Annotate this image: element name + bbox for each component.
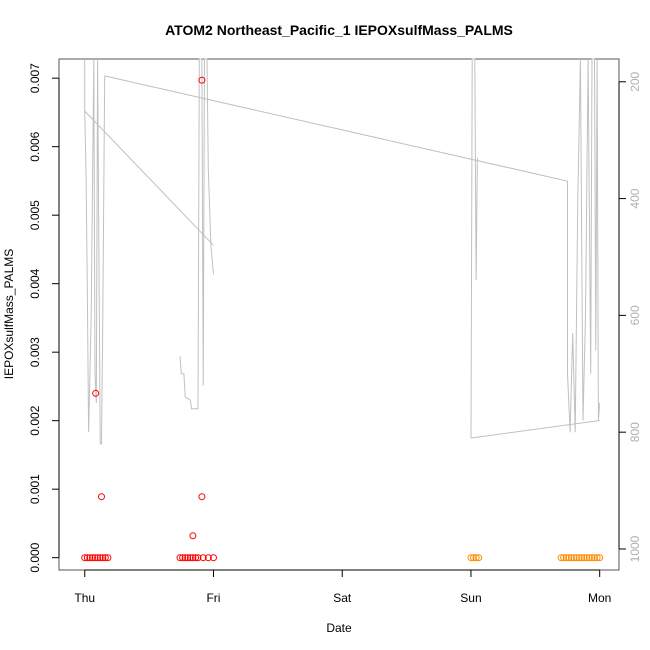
- data-point-1-16: [588, 554, 596, 562]
- data-point-0-18: [192, 554, 199, 562]
- data-point-0-4: [91, 554, 99, 562]
- data-point-0-12: [176, 554, 184, 562]
- x-tick-label-1: Fri: [206, 591, 220, 605]
- y-axis: 0.000 0.001 0.002 0.003 0.004 0.005 0.006 0.007: [28, 63, 60, 573]
- data-point-0-17: [189, 554, 197, 562]
- y-right-tick-label-4: 1000: [628, 535, 642, 562]
- y-tick-label-3: 0.003: [28, 337, 42, 367]
- data-point-1-12: [578, 554, 586, 562]
- x-tick-label-2: Sat: [333, 591, 352, 605]
- altitude-line-segment-1: [84, 110, 214, 246]
- y-axis-right: 200 400 600 800 1000: [618, 71, 642, 562]
- data-point-1-5: [560, 554, 568, 562]
- y-tick-label-5: 0.005: [28, 200, 42, 230]
- y-tick-label-7: 0.007: [28, 63, 42, 93]
- altitude-line-segment-5: [470, 420, 600, 439]
- altitude-line-layer: [84, 58, 601, 445]
- data-point-1-10: [573, 554, 580, 562]
- data-point-0-10: [92, 389, 100, 397]
- data-point-0-2: [86, 554, 94, 562]
- data-point-0-13: [179, 554, 187, 562]
- y-right-tick-label-2: 600: [628, 305, 642, 325]
- altitude-line-segment-0: [84, 58, 106, 445]
- x-tick-label-3: Sun: [460, 591, 481, 605]
- data-point-0-0: [81, 554, 89, 562]
- data-point-1-17: [591, 554, 598, 562]
- data-point-1-9: [570, 554, 578, 562]
- x-axis: Thu Fri Sat Sun Mon: [74, 569, 611, 605]
- y-tick-label-2: 0.002: [28, 405, 42, 435]
- data-point-0-15: [184, 554, 192, 562]
- y-right-tick-label-3: 800: [628, 422, 642, 442]
- data-point-0-9: [104, 554, 112, 562]
- y-right-tick-label-0: 200: [628, 71, 642, 91]
- y-axis-label: IEPOXsulfMass_PALMS: [2, 249, 16, 380]
- data-point-0-5: [94, 554, 102, 562]
- data-point-1-14: [583, 554, 591, 562]
- x-tick-label-4: Mon: [588, 591, 611, 605]
- data-point-1-19: [596, 554, 604, 562]
- data-point-0-11: [98, 493, 105, 501]
- data-point-0-21: [204, 554, 212, 562]
- x-axis-label: Date: [326, 621, 352, 635]
- data-point-1-7: [565, 554, 573, 562]
- altitude-line-segment-2: [104, 58, 601, 433]
- y-tick-label-6: 0.006: [28, 131, 42, 161]
- data-point-1-2: [472, 554, 480, 562]
- data-point-0-16: [186, 554, 194, 562]
- data-point-0-19: [194, 554, 202, 562]
- data-points-layer: [81, 76, 604, 562]
- y-tick-label-4: 0.004: [28, 268, 42, 298]
- data-point-0-22: [210, 554, 217, 562]
- data-point-1-3: [475, 554, 483, 562]
- data-point-0-24: [198, 493, 206, 501]
- y-tick-label-1: 0.001: [28, 474, 42, 504]
- data-point-0-20: [199, 554, 207, 562]
- chart-title: ATOM2 Northeast_Pacific_1 IEPOXsulfMass_…: [165, 22, 513, 38]
- data-point-0-25: [198, 76, 206, 84]
- data-point-1-6: [562, 554, 570, 562]
- data-point-1-15: [585, 554, 593, 562]
- data-point-0-14: [181, 554, 189, 562]
- data-point-1-4: [557, 554, 565, 562]
- data-point-0-8: [101, 554, 109, 562]
- data-point-0-7: [99, 554, 107, 562]
- data-point-1-11: [575, 554, 583, 562]
- data-point-0-23: [189, 532, 197, 540]
- data-point-0-3: [89, 554, 96, 562]
- data-point-1-0: [467, 554, 475, 562]
- data-point-1-8: [567, 554, 575, 562]
- altitude-line-segment-4: [470, 58, 478, 439]
- y-right-tick-label-1: 400: [628, 188, 642, 208]
- data-point-1-1: [470, 554, 477, 562]
- altitude-line-segment-3: [179, 58, 214, 410]
- data-point-0-6: [96, 554, 104, 562]
- x-tick-label-0: Thu: [74, 591, 95, 605]
- data-point-1-13: [580, 554, 588, 562]
- data-point-0-1: [83, 554, 91, 562]
- y-tick-label-0: 0.000: [28, 542, 42, 572]
- data-point-1-18: [593, 554, 601, 562]
